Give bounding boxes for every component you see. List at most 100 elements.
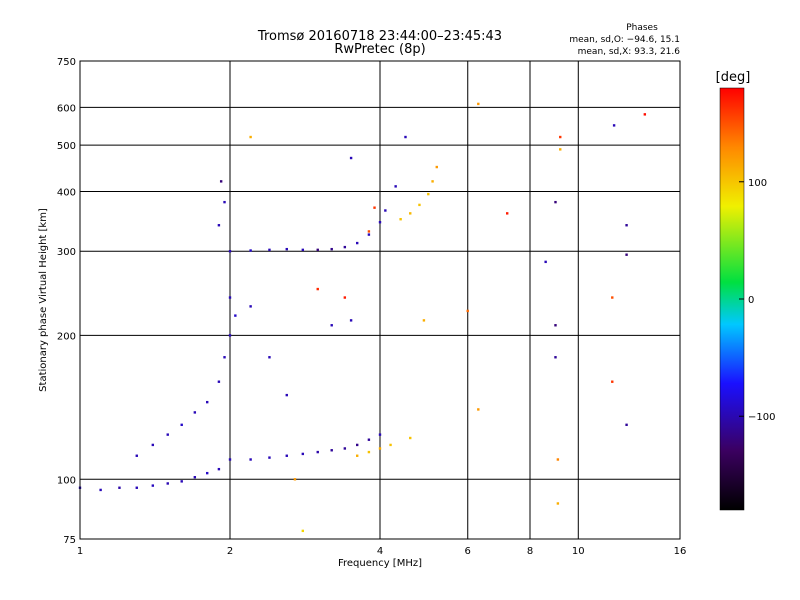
data-point — [378, 221, 382, 224]
y-tick-label: 400 — [57, 187, 76, 198]
x-tick-label: 2 — [227, 546, 233, 557]
x-tick-label: 6 — [465, 546, 471, 557]
data-point — [427, 192, 430, 196]
data-point — [554, 324, 557, 327]
data-point — [228, 334, 232, 337]
phase-stats-o: mean, sd,O: −94.6, 15.1 — [569, 35, 680, 45]
data-point — [373, 206, 376, 209]
data-point — [389, 443, 392, 447]
data-point — [355, 454, 359, 457]
data-point — [349, 319, 353, 322]
y-tick-label: 750 — [57, 57, 76, 68]
data-point — [223, 200, 226, 204]
data-point — [367, 230, 371, 233]
y-tick-label: 200 — [57, 331, 76, 342]
x-axis-label: Frequency [MHz] — [338, 558, 422, 569]
data-point — [205, 400, 209, 404]
data-point — [394, 185, 397, 188]
data-point — [166, 482, 169, 485]
data-point — [466, 309, 469, 313]
y-tick-label: 75 — [63, 535, 76, 546]
data-point — [612, 124, 616, 127]
data-point — [301, 529, 305, 533]
phase-stats-x: mean, sd,X: 93.3, 21.6 — [578, 47, 681, 57]
data-point — [378, 447, 382, 450]
data-point — [435, 165, 438, 169]
data-point — [355, 241, 359, 245]
data-point — [384, 209, 387, 212]
data-point — [330, 324, 333, 327]
data-point — [409, 212, 412, 215]
data-point — [180, 480, 183, 483]
data-point — [399, 218, 402, 221]
data-point — [285, 393, 288, 397]
data-point — [556, 458, 560, 461]
colorbar-label: [deg] — [716, 70, 751, 85]
data-point — [367, 438, 371, 441]
phase-stats-box: Phases mean, sd,O: −94.6, 15.1 mean, sd,… — [569, 23, 680, 57]
x-tick-label: 1 — [77, 546, 83, 557]
data-point — [249, 305, 252, 308]
data-point — [228, 296, 232, 299]
y-axis-ticks: 75 100 200 300 400 500 600 750 — [57, 57, 76, 546]
y-axis-label: Stationary phase Virtual Height [km] — [38, 208, 49, 392]
data-point — [477, 408, 480, 411]
data-point — [180, 423, 183, 427]
data-point — [367, 450, 371, 454]
data-point — [301, 248, 305, 252]
data-point — [544, 260, 547, 264]
data-point — [355, 443, 359, 447]
colorbar-tick-label: 0 — [748, 295, 754, 306]
data-point — [554, 356, 557, 359]
data-point — [330, 449, 333, 452]
data-point — [404, 135, 407, 139]
chart-title: Tromsø 20160718 23:44:00–23:45:43 — [257, 29, 502, 44]
data-point — [409, 436, 412, 440]
data-points — [78, 102, 647, 533]
y-tick-label: 600 — [57, 103, 76, 114]
data-point — [166, 433, 169, 436]
plot-frame — [79, 60, 681, 540]
data-point — [556, 502, 560, 505]
data-point — [268, 356, 271, 359]
data-point — [193, 476, 197, 479]
data-point — [293, 478, 297, 481]
data-point — [135, 486, 138, 489]
data-point — [219, 180, 223, 183]
chart-subtitle: RwPretec (8p) — [334, 42, 425, 57]
data-point — [217, 467, 221, 471]
colorbar-ticks: 100 0 −100 — [739, 178, 775, 423]
data-point — [118, 486, 121, 489]
data-point — [343, 447, 347, 450]
data-point — [268, 248, 271, 252]
data-point — [217, 380, 221, 383]
data-point — [316, 248, 319, 252]
data-point — [316, 450, 319, 454]
data-point — [625, 423, 628, 427]
data-point — [343, 245, 347, 249]
data-point — [343, 296, 347, 299]
data-point — [268, 456, 271, 459]
data-point — [422, 319, 426, 322]
colorbar-tick-label: −100 — [748, 412, 775, 423]
data-point — [228, 250, 232, 253]
x-axis-ticks: 1 2 4 6 8 10 16 — [77, 546, 687, 557]
data-point — [611, 296, 614, 299]
x-tick-label: 4 — [377, 546, 383, 557]
data-point — [99, 488, 102, 492]
data-point — [135, 454, 138, 457]
grid-lines — [80, 61, 680, 539]
x-tick-label: 8 — [527, 546, 533, 557]
y-tick-label: 500 — [57, 141, 76, 152]
data-point — [234, 314, 237, 317]
data-point — [249, 135, 252, 139]
x-tick-label: 10 — [572, 546, 585, 557]
data-point — [625, 224, 628, 227]
data-point — [611, 380, 614, 383]
data-point — [643, 113, 647, 116]
y-tick-label: 100 — [57, 475, 76, 486]
data-point — [625, 253, 628, 256]
phase-stats-title: Phases — [626, 23, 658, 33]
data-point — [316, 287, 319, 291]
